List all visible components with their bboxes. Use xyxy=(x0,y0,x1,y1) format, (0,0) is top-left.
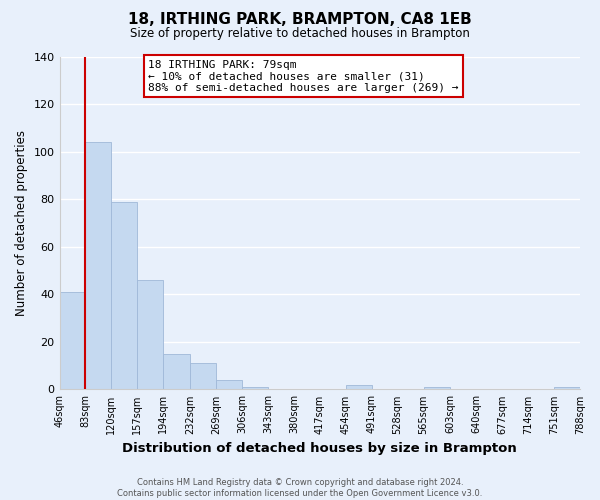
Text: 18, IRTHING PARK, BRAMPTON, CA8 1EB: 18, IRTHING PARK, BRAMPTON, CA8 1EB xyxy=(128,12,472,28)
Bar xyxy=(190,364,216,390)
Bar xyxy=(137,280,163,390)
Text: Contains HM Land Registry data © Crown copyright and database right 2024.
Contai: Contains HM Land Registry data © Crown c… xyxy=(118,478,482,498)
Bar xyxy=(112,202,137,390)
Bar xyxy=(242,387,268,390)
Bar xyxy=(346,384,371,390)
Bar xyxy=(554,387,580,390)
Bar xyxy=(59,292,85,390)
Bar xyxy=(85,142,112,390)
Text: Size of property relative to detached houses in Brampton: Size of property relative to detached ho… xyxy=(130,28,470,40)
Y-axis label: Number of detached properties: Number of detached properties xyxy=(15,130,28,316)
X-axis label: Distribution of detached houses by size in Brampton: Distribution of detached houses by size … xyxy=(122,442,517,455)
Bar xyxy=(424,387,450,390)
Text: 18 IRTHING PARK: 79sqm
← 10% of detached houses are smaller (31)
88% of semi-det: 18 IRTHING PARK: 79sqm ← 10% of detached… xyxy=(148,60,458,93)
Bar xyxy=(216,380,242,390)
Bar xyxy=(163,354,190,390)
